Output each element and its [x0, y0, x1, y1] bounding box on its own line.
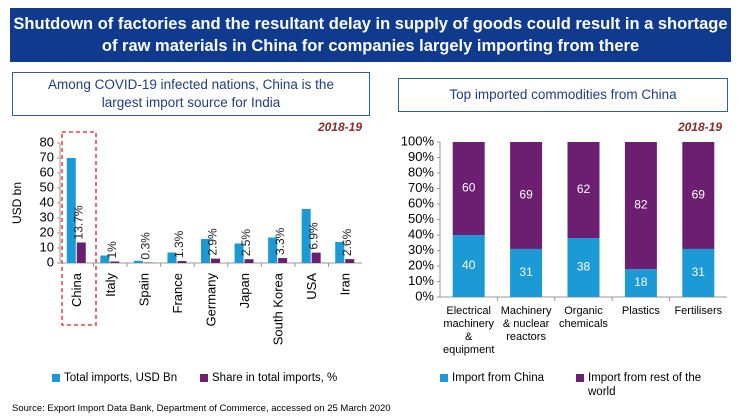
- legend-label: Share in total imports, %: [212, 372, 338, 384]
- x-tick-label: Spain: [136, 273, 151, 306]
- bar: [177, 261, 187, 263]
- bar: [268, 237, 278, 263]
- y-tick-label: 20%: [408, 257, 434, 272]
- data-label: 38: [577, 260, 591, 274]
- bar-segment: [452, 235, 485, 297]
- data-label: 2.5%: [239, 229, 253, 257]
- y-tick-label: 30%: [408, 242, 434, 257]
- data-label: 62: [577, 182, 591, 196]
- bar: [201, 239, 210, 263]
- chart-title: Among COVID-19 infected nations, China i…: [12, 72, 370, 116]
- annotation: 2018-19: [317, 120, 362, 134]
- bar: [301, 209, 311, 263]
- data-label: 82: [634, 198, 648, 212]
- source-note: Source: Export Import Data Bank, Departm…: [12, 403, 391, 414]
- bar: [244, 259, 254, 263]
- data-label: 3.3%: [273, 227, 287, 255]
- legend-swatch: [576, 374, 584, 382]
- bar: [211, 258, 220, 263]
- highlight-box: [61, 131, 97, 326]
- bar-segment: [452, 142, 485, 235]
- chart-title: Top imported commodities from China: [398, 78, 728, 112]
- y-tick-label: 60%: [408, 195, 434, 210]
- y-tick-label: 80%: [408, 164, 434, 179]
- legend-swatch: [440, 374, 448, 382]
- bar-segment: [567, 238, 600, 297]
- data-label: 13.7%: [71, 205, 85, 239]
- bar: [167, 252, 177, 263]
- y-tick-label: 50: [40, 179, 54, 194]
- y-tick-label: 90%: [408, 149, 434, 164]
- y-tick-label: 50%: [408, 211, 434, 226]
- bar: [100, 255, 110, 263]
- bar: [311, 252, 321, 263]
- x-tick-label: Fertilisers: [674, 305, 723, 317]
- bar-segment: [682, 142, 715, 249]
- x-tick-label: South Korea: [271, 272, 286, 345]
- data-label: 2.9%: [206, 228, 220, 256]
- data-label: 6.9%: [306, 222, 320, 250]
- data-label: 0.3%: [139, 232, 153, 260]
- y-tick-label: 10%: [408, 273, 434, 288]
- bar: [345, 259, 355, 263]
- x-tick-label: Japan: [237, 273, 252, 308]
- bar: [133, 260, 143, 263]
- bar-segment: [682, 248, 715, 297]
- bar-segment: [624, 142, 657, 270]
- x-tick-label: Italy: [103, 273, 118, 297]
- y-tick-label: 80: [40, 134, 54, 149]
- x-tick-label: China: [69, 272, 84, 307]
- x-tick-label: Electrical machinery & equipment: [443, 305, 495, 356]
- data-label: 31: [692, 265, 706, 279]
- y-tick-label: 20: [40, 224, 54, 239]
- legend-label: Total imports, USD Bn: [64, 372, 178, 384]
- x-tick-label: Plastics: [621, 305, 660, 317]
- data-label: 69: [692, 188, 706, 202]
- data-label: 31: [519, 265, 533, 279]
- y-tick-label: 60: [40, 164, 54, 179]
- bar-segment: [567, 142, 600, 239]
- data-label: 1%: [105, 241, 119, 259]
- bar: [335, 242, 345, 263]
- y-tick-label: 0: [47, 254, 54, 269]
- y-tick-label: 40: [40, 194, 54, 209]
- legend-label: Import from rest of the world: [588, 372, 702, 398]
- y-axis-label: USD bn: [10, 182, 24, 224]
- bar: [66, 158, 76, 263]
- legend-label: Import from China: [452, 372, 545, 384]
- bar-segment: [510, 248, 543, 297]
- data-label: 60: [462, 181, 476, 195]
- y-tick-label: 70: [40, 149, 54, 164]
- y-tick-label: 40%: [408, 226, 434, 241]
- bar: [110, 261, 120, 263]
- annotation: 2018-19: [677, 120, 722, 134]
- y-tick-label: 10: [40, 239, 54, 254]
- y-tick-label: 0%: [415, 288, 434, 303]
- legend-swatch: [52, 374, 60, 382]
- x-tick-label: Machinery & nuclear reactors: [500, 305, 552, 343]
- x-tick-label: USA: [304, 273, 319, 300]
- x-tick-label: Organic chemicals: [559, 305, 608, 330]
- bar: [278, 258, 288, 263]
- y-tick-label: 70%: [408, 180, 434, 195]
- data-label: 2.6%: [340, 228, 354, 256]
- data-label: 18: [634, 275, 648, 289]
- legend-swatch: [200, 374, 208, 382]
- bar-segment: [624, 269, 657, 297]
- data-label: 69: [519, 188, 533, 202]
- data-label: 1.3%: [172, 230, 186, 258]
- bar: [234, 243, 244, 263]
- y-tick-label: 30: [40, 209, 54, 224]
- y-tick-label: 100%: [401, 133, 435, 148]
- x-tick-label: France: [170, 273, 185, 313]
- x-tick-label: Iran: [338, 273, 353, 295]
- bar-segment: [510, 142, 543, 249]
- bar: [76, 242, 86, 263]
- banner-title: Shutdown of factories and the resultant …: [10, 8, 731, 62]
- data-label: 40: [462, 258, 476, 272]
- x-tick-label: Germany: [203, 273, 218, 327]
